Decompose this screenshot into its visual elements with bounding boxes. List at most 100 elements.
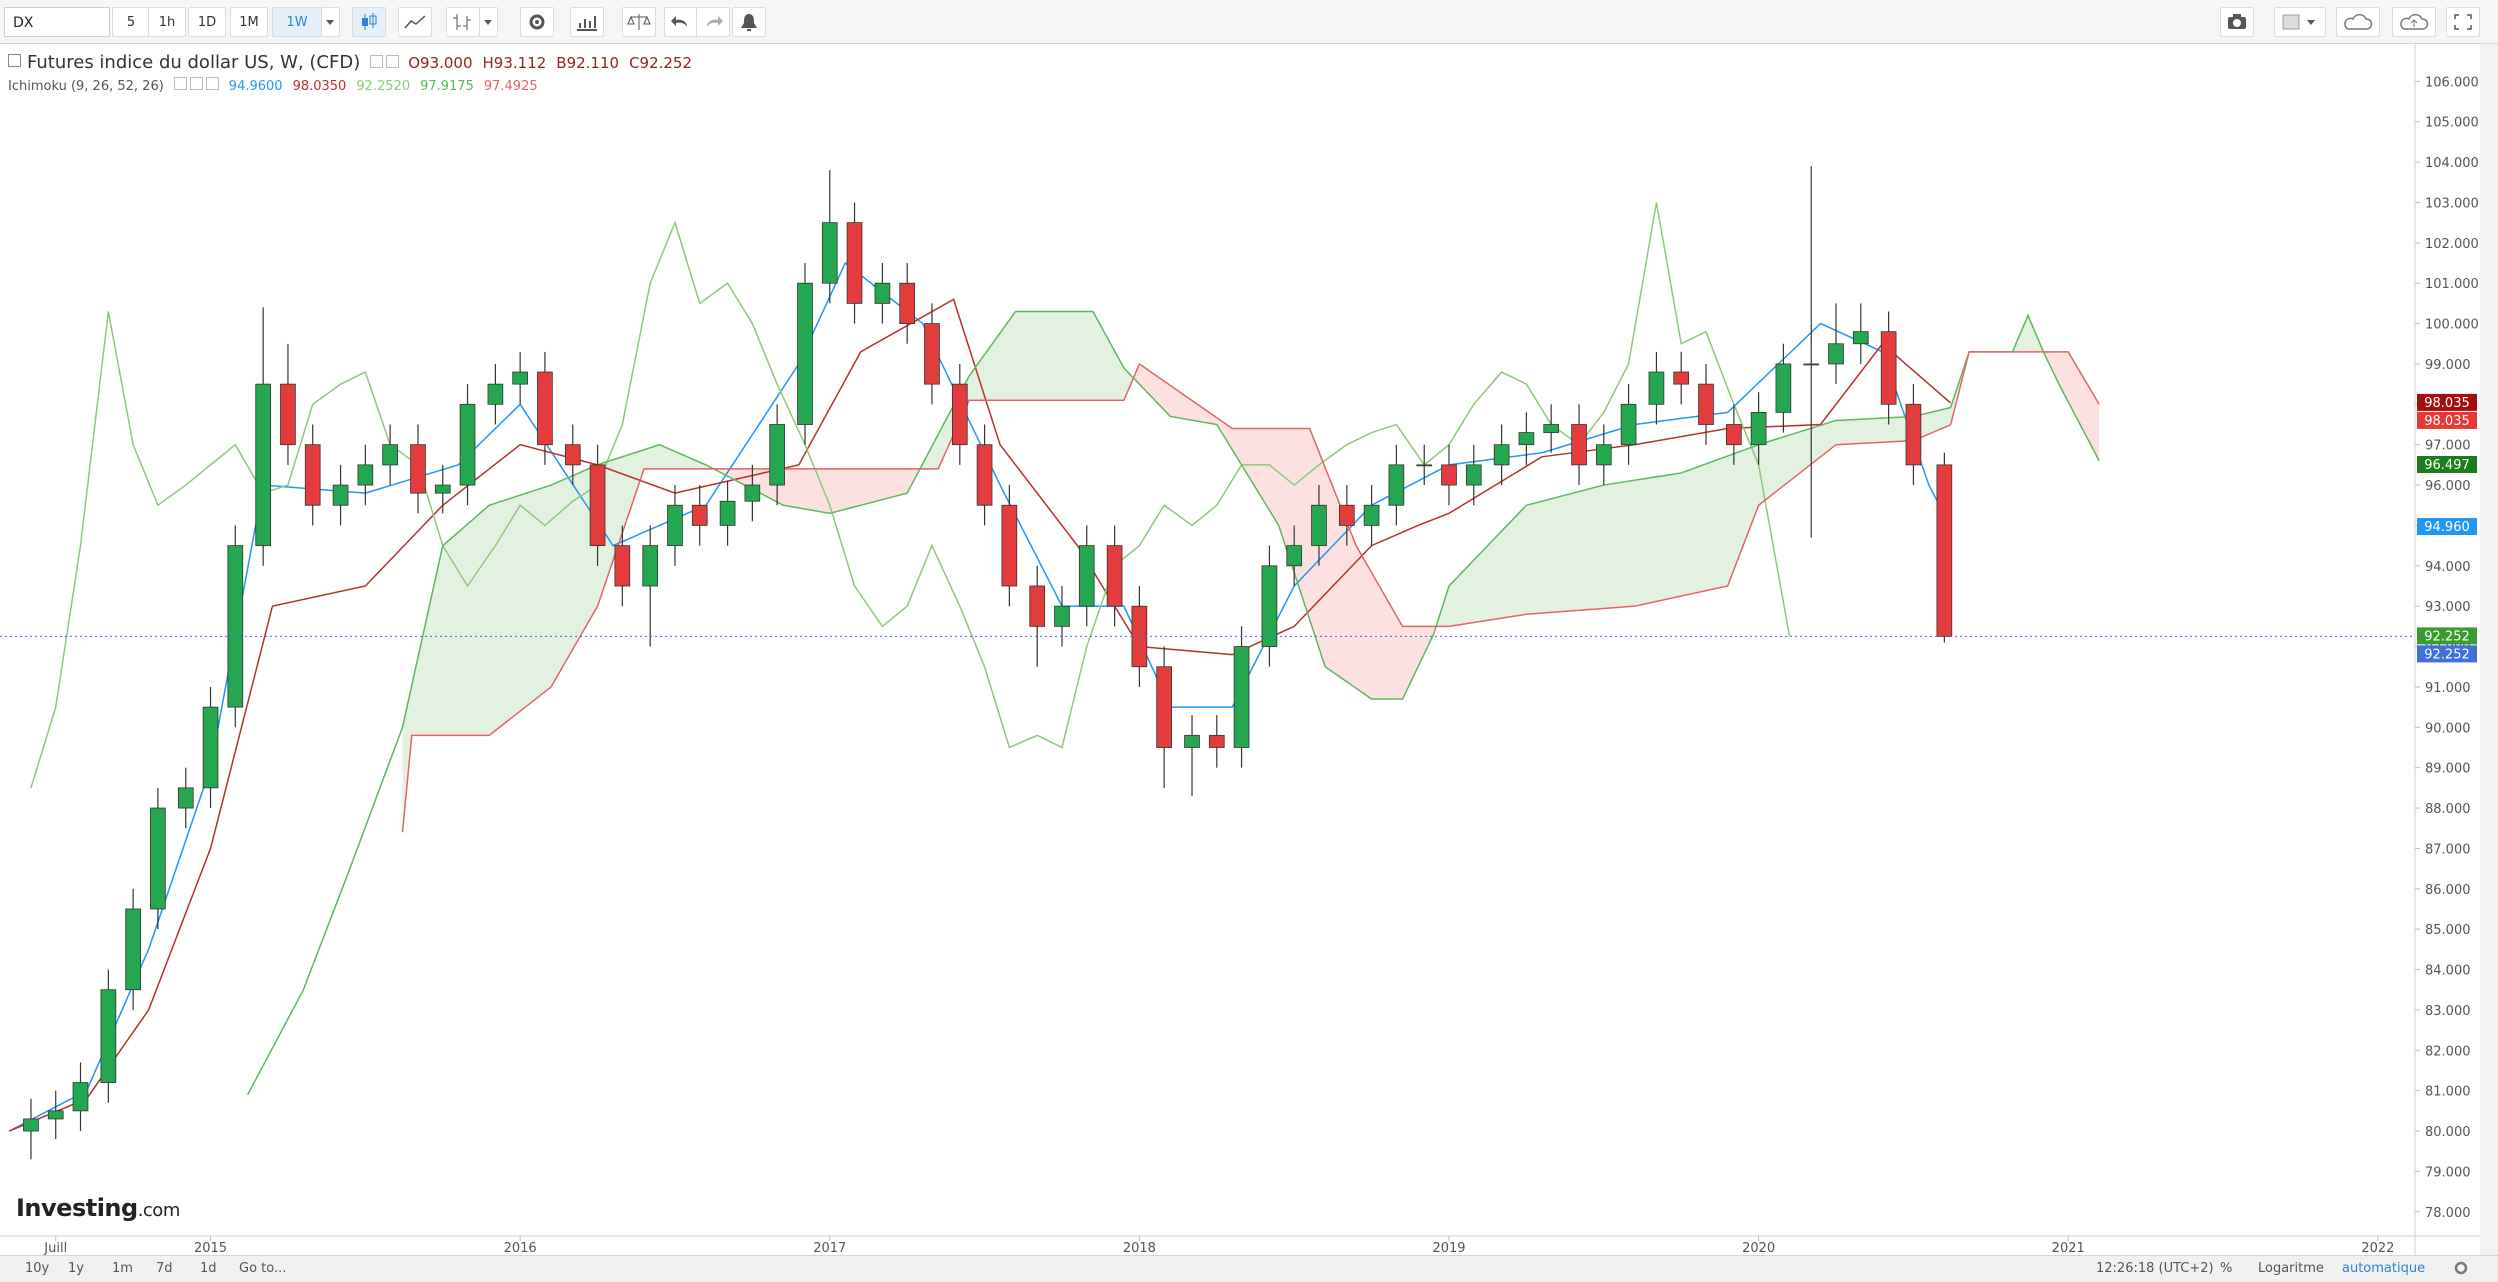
screenshot-button[interactable]	[2220, 7, 2254, 37]
candle-body	[1571, 424, 1587, 466]
candle-body	[434, 484, 451, 494]
candle-body	[410, 444, 426, 494]
candle-body	[1261, 565, 1278, 647]
candle-body	[100, 989, 117, 1083]
x-tick-label: 2019	[1432, 1241, 1465, 1256]
candle-body	[357, 464, 374, 486]
y-tick-label: 82.000	[2425, 1044, 2471, 1059]
legend-icon[interactable]	[386, 55, 400, 68]
indicator-line	[401, 351, 2100, 833]
x-tick-label: 2017	[813, 1241, 846, 1256]
candle-body	[1311, 504, 1327, 547]
legend-icon[interactable]	[173, 77, 187, 90]
y-tick-label: 102.000	[2425, 237, 2479, 252]
indicator-dropdown[interactable]	[480, 7, 498, 37]
indicator-button[interactable]	[446, 7, 480, 37]
candle-body	[255, 383, 272, 547]
range-button[interactable]: 10y	[25, 1261, 50, 1276]
scale-option[interactable]: Logaritme	[2258, 1261, 2324, 1276]
candle-body	[589, 464, 606, 547]
candle-body	[951, 383, 968, 446]
range-button[interactable]: 7d	[156, 1261, 173, 1276]
candle-body	[1880, 331, 1897, 405]
candle-body	[1054, 605, 1070, 627]
undo-button[interactable]	[664, 7, 698, 37]
x-tick-label: 2018	[1123, 1241, 1156, 1256]
legend-icon[interactable]	[205, 77, 219, 90]
range-button[interactable]: 1d	[200, 1261, 217, 1276]
price-tag-label: 92.252	[2424, 647, 2470, 662]
range-button[interactable]: 1y	[68, 1261, 84, 1276]
candle-body	[537, 371, 553, 446]
candle-body	[1828, 343, 1844, 365]
x-tick-label: 2015	[194, 1241, 227, 1256]
goto-button[interactable]: Go to...	[239, 1261, 287, 1276]
scale-option[interactable]: automatique	[2342, 1261, 2426, 1276]
layout-button[interactable]	[2274, 7, 2326, 37]
y-tick-label: 97.000	[2425, 439, 2471, 454]
candle-body	[1131, 605, 1148, 668]
candle-body	[1905, 403, 1922, 466]
ohlc-value: H93.112	[482, 54, 547, 72]
candle-body	[614, 545, 631, 587]
candle-body	[667, 504, 683, 547]
candle-body	[899, 282, 916, 324]
interval-button[interactable]: 1W	[272, 7, 322, 37]
scrollbar	[2480, 44, 2498, 1255]
interval-button[interactable]: 1h	[148, 7, 186, 37]
interval-button[interactable]: 1D	[188, 7, 226, 37]
redo-button[interactable]	[696, 7, 730, 37]
interval-dropdown[interactable]	[322, 7, 340, 37]
scale-option[interactable]: %	[2220, 1261, 2233, 1276]
candle-body	[1852, 331, 1869, 345]
candle-body	[1648, 371, 1665, 405]
indicator-value: 97.9175	[420, 79, 474, 94]
price-tag-label: 96.497	[2424, 458, 2470, 473]
line-chart-button[interactable]	[398, 7, 432, 37]
indicator-line	[30, 202, 1791, 789]
y-tick-label: 104.000	[2425, 156, 2479, 171]
ohlc-group: O93.000 H93.112 B92.110 C92.252	[408, 54, 702, 72]
alert-button[interactable]	[732, 7, 766, 37]
footer-settings[interactable]	[2452, 1259, 2470, 1281]
candle-body	[1441, 464, 1457, 486]
indicator-value: 98.0350	[292, 79, 347, 94]
candle-body	[1233, 646, 1250, 748]
candle-body	[1936, 464, 1953, 637]
save-cloud-button[interactable]	[2392, 7, 2436, 37]
legend-icon[interactable]	[370, 55, 384, 68]
range-button[interactable]: 1m	[112, 1261, 133, 1276]
load-cloud-button[interactable]	[2336, 7, 2380, 37]
candles-button[interactable]	[352, 7, 386, 37]
collapse-icon[interactable]	[8, 54, 21, 67]
candle-body	[304, 444, 321, 506]
y-tick-label: 85.000	[2425, 923, 2471, 938]
logo-brand: Investing	[16, 1194, 138, 1222]
candle-body	[1156, 666, 1172, 748]
y-tick-label: 94.000	[2425, 560, 2471, 575]
interval-button[interactable]: 1M	[230, 7, 268, 37]
y-tick-label: 79.000	[2425, 1165, 2471, 1180]
fullscreen-button[interactable]	[2446, 7, 2480, 37]
candle-body	[1543, 424, 1560, 433]
candle-body	[1184, 734, 1200, 748]
price-tag-label: 98.035	[2424, 396, 2470, 411]
candle-body	[1286, 545, 1303, 567]
candle-body	[1698, 383, 1714, 425]
indicator-line	[247, 310, 2100, 1096]
symbol-input[interactable]: DX	[4, 7, 110, 37]
compare-button[interactable]	[622, 7, 656, 37]
studies-button[interactable]	[570, 7, 604, 37]
candle-body	[512, 371, 528, 385]
candle-body	[332, 484, 349, 506]
y-tick-label: 89.000	[2425, 762, 2471, 777]
y-tick-label: 106.000	[2425, 75, 2479, 90]
interval-button[interactable]: 5	[112, 7, 150, 37]
instrument-title: Futures indice du dollar US, W, (CFD)	[27, 52, 361, 73]
legend-icon[interactable]	[189, 77, 203, 90]
ohlc-value: O93.000	[408, 54, 473, 72]
price-tag	[2417, 455, 2477, 473]
settings-button[interactable]	[520, 7, 554, 37]
